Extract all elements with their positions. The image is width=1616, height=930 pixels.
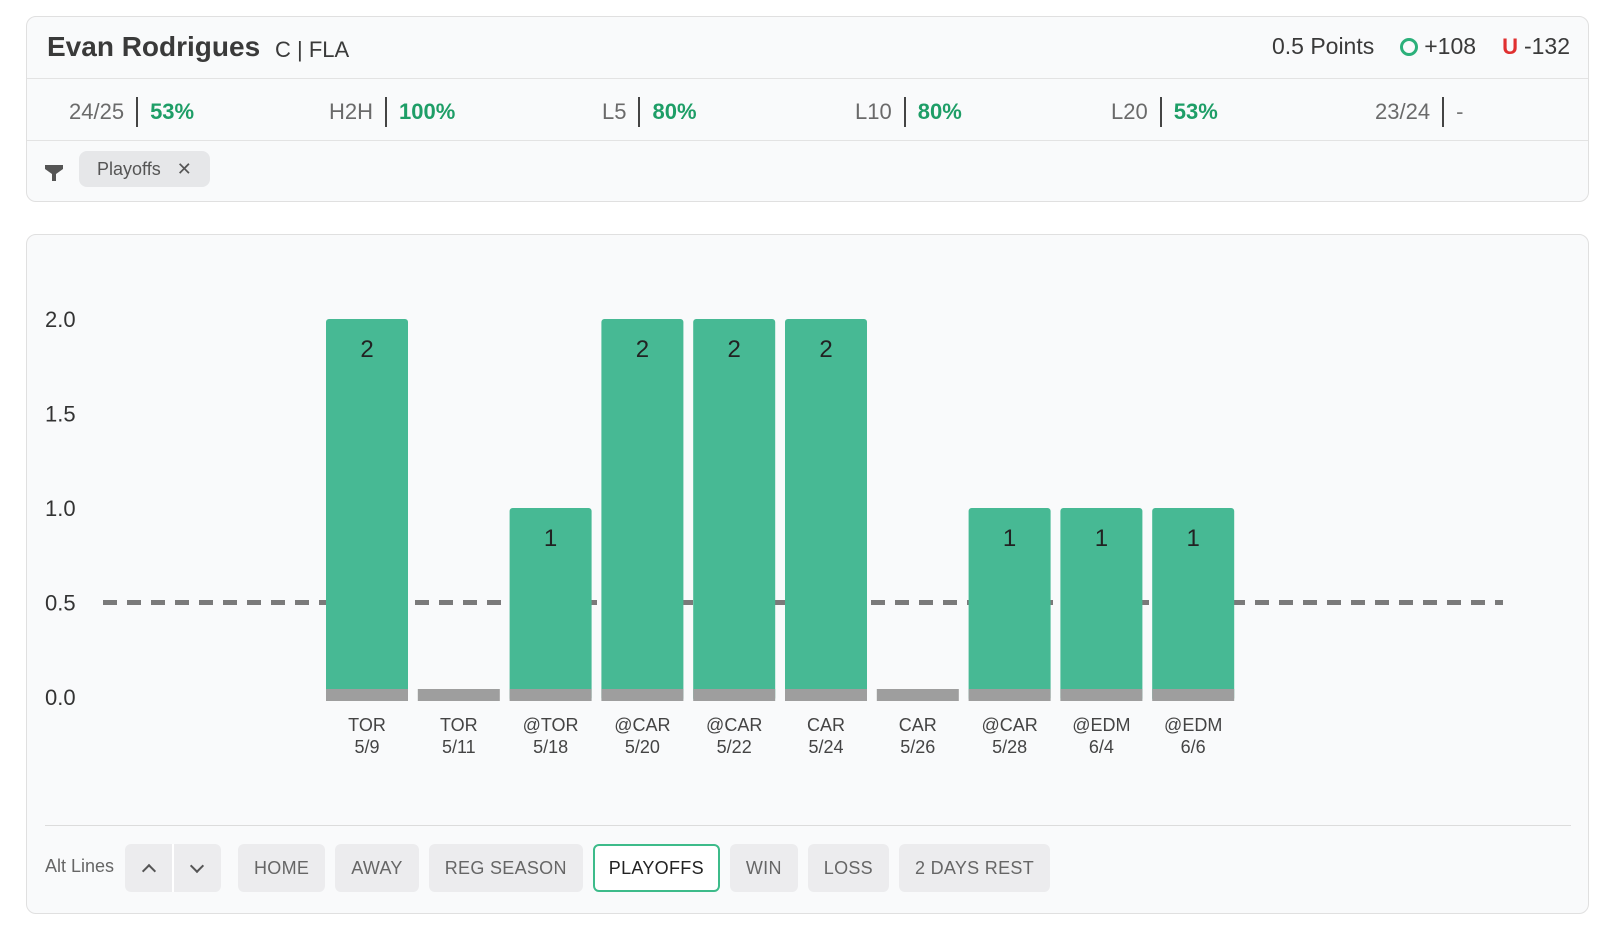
alt-line-down-button[interactable] bbox=[174, 844, 221, 892]
stat-prev-season[interactable]: 23/24- bbox=[1375, 97, 1463, 127]
over-odds: +108 bbox=[1424, 33, 1477, 59]
y-tick-label: 1.5 bbox=[45, 402, 76, 427]
line-info: 0.5 Points +108 U -132 bbox=[1272, 33, 1570, 60]
over-circle-icon bbox=[1400, 37, 1419, 56]
x-label-date: 5/9 bbox=[354, 737, 379, 757]
x-label-opponent: CAR bbox=[899, 715, 937, 735]
x-label-date: 6/4 bbox=[1089, 737, 1114, 757]
bar-value-label: 1 bbox=[1003, 525, 1016, 552]
filter-loss-button[interactable]: LOSS bbox=[807, 844, 889, 892]
prop-line: 0.5 Points bbox=[1271, 33, 1375, 59]
bar-value-label: 1 bbox=[1187, 525, 1200, 552]
bar-2 bbox=[509, 508, 592, 701]
bar-base-6 bbox=[876, 689, 959, 701]
stat-l5[interactable]: L5 80% bbox=[602, 97, 697, 127]
filter-win-button[interactable]: WIN bbox=[729, 844, 798, 892]
bar-value-label: 2 bbox=[819, 336, 832, 363]
alt-lines-label: Alt Lines bbox=[45, 856, 115, 876]
x-label-opponent: @EDM bbox=[1164, 715, 1222, 735]
x-label-opponent: @CAR bbox=[981, 715, 1037, 735]
bar-base-0 bbox=[326, 689, 408, 701]
under-odds-button[interactable]: U -132 bbox=[1502, 33, 1570, 60]
bar-value-label: 1 bbox=[1095, 525, 1108, 552]
bar-base-7 bbox=[968, 689, 1051, 701]
bar-value-label: 2 bbox=[360, 336, 373, 363]
player-position-team: C | FLA bbox=[275, 37, 350, 62]
x-label-opponent: TOR bbox=[440, 715, 478, 735]
x-label-opponent: TOR bbox=[348, 715, 386, 735]
filter-buttons: HOME AWAY REG SEASON PLAYOFFS WIN LOSS 2 DAYS … bbox=[238, 844, 1060, 892]
filter-home-button[interactable]: HOME bbox=[238, 844, 326, 892]
x-label-date: 5/22 bbox=[717, 737, 752, 757]
chart-card: 0.0 0.5 1.0 1.5 2.0 2 1 2 2 2 1 1 1 TOR 5/9 TOR 5/11 @TOR… bbox=[26, 234, 1589, 914]
y-tick-label: 0.0 bbox=[45, 685, 76, 710]
player-name: Evan Rodrigues bbox=[47, 31, 261, 62]
player-header: Evan Rodrigues C | FLA 0.5 Points +108 U… bbox=[27, 17, 1588, 79]
over-odds-button[interactable]: +108 bbox=[1400, 33, 1476, 60]
bar-base-5 bbox=[785, 689, 867, 701]
y-tick-label: 0.5 bbox=[45, 591, 76, 616]
bar-value-label: 2 bbox=[728, 336, 741, 363]
bar-value-label: 2 bbox=[636, 336, 649, 363]
bar-value-label: 1 bbox=[544, 525, 557, 552]
stat-l20[interactable]: L20 53% bbox=[1111, 97, 1218, 127]
bar-base-1 bbox=[417, 689, 500, 701]
alt-lines-stepper bbox=[125, 844, 221, 892]
x-label-opponent: @CAR bbox=[614, 715, 670, 735]
bar-9 bbox=[1152, 508, 1235, 701]
stat-h2h[interactable]: H2H 100% bbox=[329, 97, 455, 127]
x-label-opponent: @EDM bbox=[1072, 715, 1130, 735]
filter-chip-playoffs[interactable]: Playoffs ✕ bbox=[79, 151, 210, 187]
y-tick-label: 2.0 bbox=[45, 307, 76, 332]
bar-3 bbox=[601, 319, 684, 701]
bar-base-4 bbox=[693, 689, 776, 701]
player-card: Evan Rodrigues C | FLA 0.5 Points +108 U… bbox=[26, 16, 1589, 202]
filter-reg-season-button[interactable]: REG SEASON bbox=[428, 844, 583, 892]
hit-rate-stats: 24/25 53% H2H 100% L5 80% L10 80% L20 53% 23/… bbox=[27, 79, 1588, 141]
under-letter-icon: U bbox=[1502, 33, 1518, 59]
bar-7 bbox=[968, 508, 1051, 701]
x-label-opponent: CAR bbox=[807, 715, 845, 735]
x-label-date: 5/11 bbox=[442, 737, 476, 757]
x-label-date: 5/18 bbox=[533, 737, 568, 757]
bar-0 bbox=[326, 319, 408, 701]
bar-base-9 bbox=[1152, 689, 1235, 701]
filter-away-button[interactable]: AWAY bbox=[335, 844, 419, 892]
bar-base-8 bbox=[1060, 689, 1143, 701]
alt-line-up-button[interactable] bbox=[125, 844, 172, 892]
filter-funnel-icon bbox=[45, 165, 63, 181]
active-filters: Playoffs ✕ bbox=[27, 141, 1588, 203]
stat-season[interactable]: 24/25 53% bbox=[69, 97, 194, 127]
under-odds: -132 bbox=[1523, 33, 1570, 59]
bar-4 bbox=[693, 319, 776, 701]
x-label-date: 5/28 bbox=[992, 737, 1027, 757]
stat-l10[interactable]: L10 80% bbox=[855, 97, 962, 127]
bar-8 bbox=[1060, 508, 1143, 701]
x-label-opponent: @TOR bbox=[523, 715, 579, 735]
chevron-up-icon bbox=[141, 863, 156, 878]
filter-playoffs-button[interactable]: PLAYOFFS bbox=[592, 844, 720, 892]
x-label-date: 6/6 bbox=[1181, 737, 1206, 757]
chevron-down-icon bbox=[190, 858, 205, 873]
x-label-date: 5/20 bbox=[625, 737, 660, 757]
bar-base-2 bbox=[509, 689, 592, 701]
x-label-opponent: @CAR bbox=[706, 715, 762, 735]
remove-filter-icon[interactable]: ✕ bbox=[176, 158, 192, 179]
bar-5 bbox=[785, 319, 867, 701]
x-label-date: 5/24 bbox=[808, 737, 843, 757]
x-label-date: 5/26 bbox=[900, 737, 935, 757]
y-tick-label: 1.0 bbox=[45, 496, 76, 521]
chart-controls: Alt Lines HOME AWAY REG SEASON PLAYOFFS WIN L… bbox=[45, 825, 1571, 893]
bar-base-3 bbox=[601, 689, 684, 701]
filter-2-days-rest-button[interactable]: 2 DAYS REST bbox=[899, 844, 1050, 892]
